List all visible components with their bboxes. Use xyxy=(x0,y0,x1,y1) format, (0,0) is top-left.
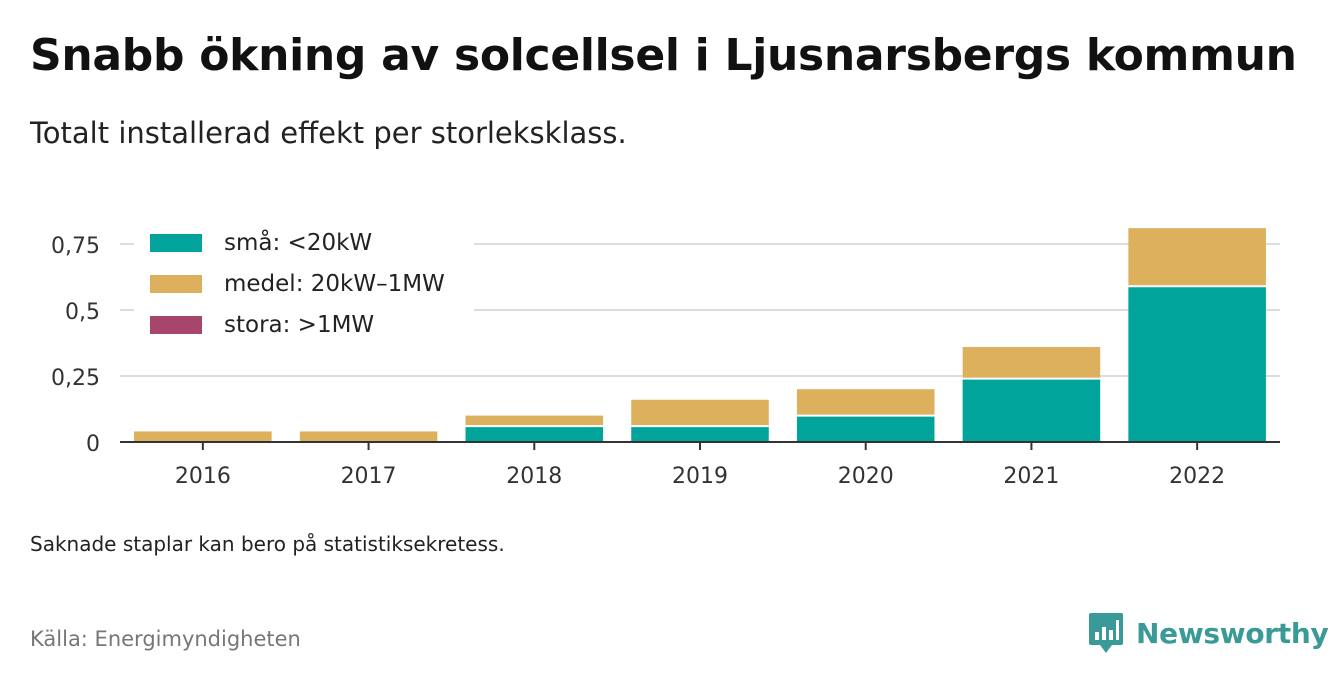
y-tick-label: 0,75 xyxy=(51,234,100,259)
legend-swatch-small xyxy=(150,233,202,252)
bar-segment xyxy=(796,389,935,416)
x-tick-label: 2018 xyxy=(506,464,562,489)
source-credit: Källa: Energimyndigheten xyxy=(30,627,301,651)
y-tick-label: 0,5 xyxy=(65,300,100,325)
x-tick-label: 2019 xyxy=(672,464,728,489)
x-tick-label: 2022 xyxy=(1169,464,1225,489)
bar-segment xyxy=(465,426,604,442)
chart-subtitle: Totalt installerad effekt per storlekskl… xyxy=(30,116,627,150)
legend-label-large: stora: >1MW xyxy=(224,311,375,338)
footnote: Saknade staplar kan bero på statistiksek… xyxy=(30,532,505,556)
x-tick-label: 2017 xyxy=(341,464,397,489)
bar-segment xyxy=(134,431,272,442)
stacked-bar-chart: 0 0,25 0,5 0,75 2016 2017 2018 2019 2020 2021 2022 xyxy=(51,228,1280,489)
bar-segment xyxy=(962,378,1101,442)
brand-name: Newsworthy xyxy=(1136,616,1329,650)
bar-segment xyxy=(1128,286,1266,442)
legend-item-small: små: <20kW xyxy=(134,222,474,263)
legend-swatch-large xyxy=(150,315,202,334)
bar-segment xyxy=(465,415,604,427)
bar-segment xyxy=(299,431,438,442)
newsworthy-brand-link[interactable]: Newsworthy xyxy=(1088,611,1329,655)
bar-segment xyxy=(631,426,769,442)
legend-item-large: stora: >1MW xyxy=(134,304,474,345)
x-tick-label: 2021 xyxy=(1003,464,1059,489)
y-tick-label: 0,25 xyxy=(51,366,100,391)
bar-segment xyxy=(962,346,1101,379)
x-tick-label: 2020 xyxy=(838,464,894,489)
newsworthy-logo-icon xyxy=(1089,613,1123,653)
bar-segment xyxy=(1128,228,1266,287)
chart-title: Snabb ökning av solcellsel i Ljusnarsber… xyxy=(30,30,1297,81)
legend-swatch-medium xyxy=(150,274,202,293)
bar-segment xyxy=(631,399,769,427)
legend-label-medium: medel: 20kW–1MW xyxy=(224,270,445,297)
legend-label-small: små: <20kW xyxy=(224,229,373,256)
bar-segment xyxy=(796,415,935,442)
chart-legend: små: <20kW medel: 20kW–1MW stora: >1MW xyxy=(134,218,474,351)
y-tick-label: 0 xyxy=(86,432,100,457)
legend-item-medium: medel: 20kW–1MW xyxy=(134,263,474,304)
x-tick-label: 2016 xyxy=(175,464,231,489)
